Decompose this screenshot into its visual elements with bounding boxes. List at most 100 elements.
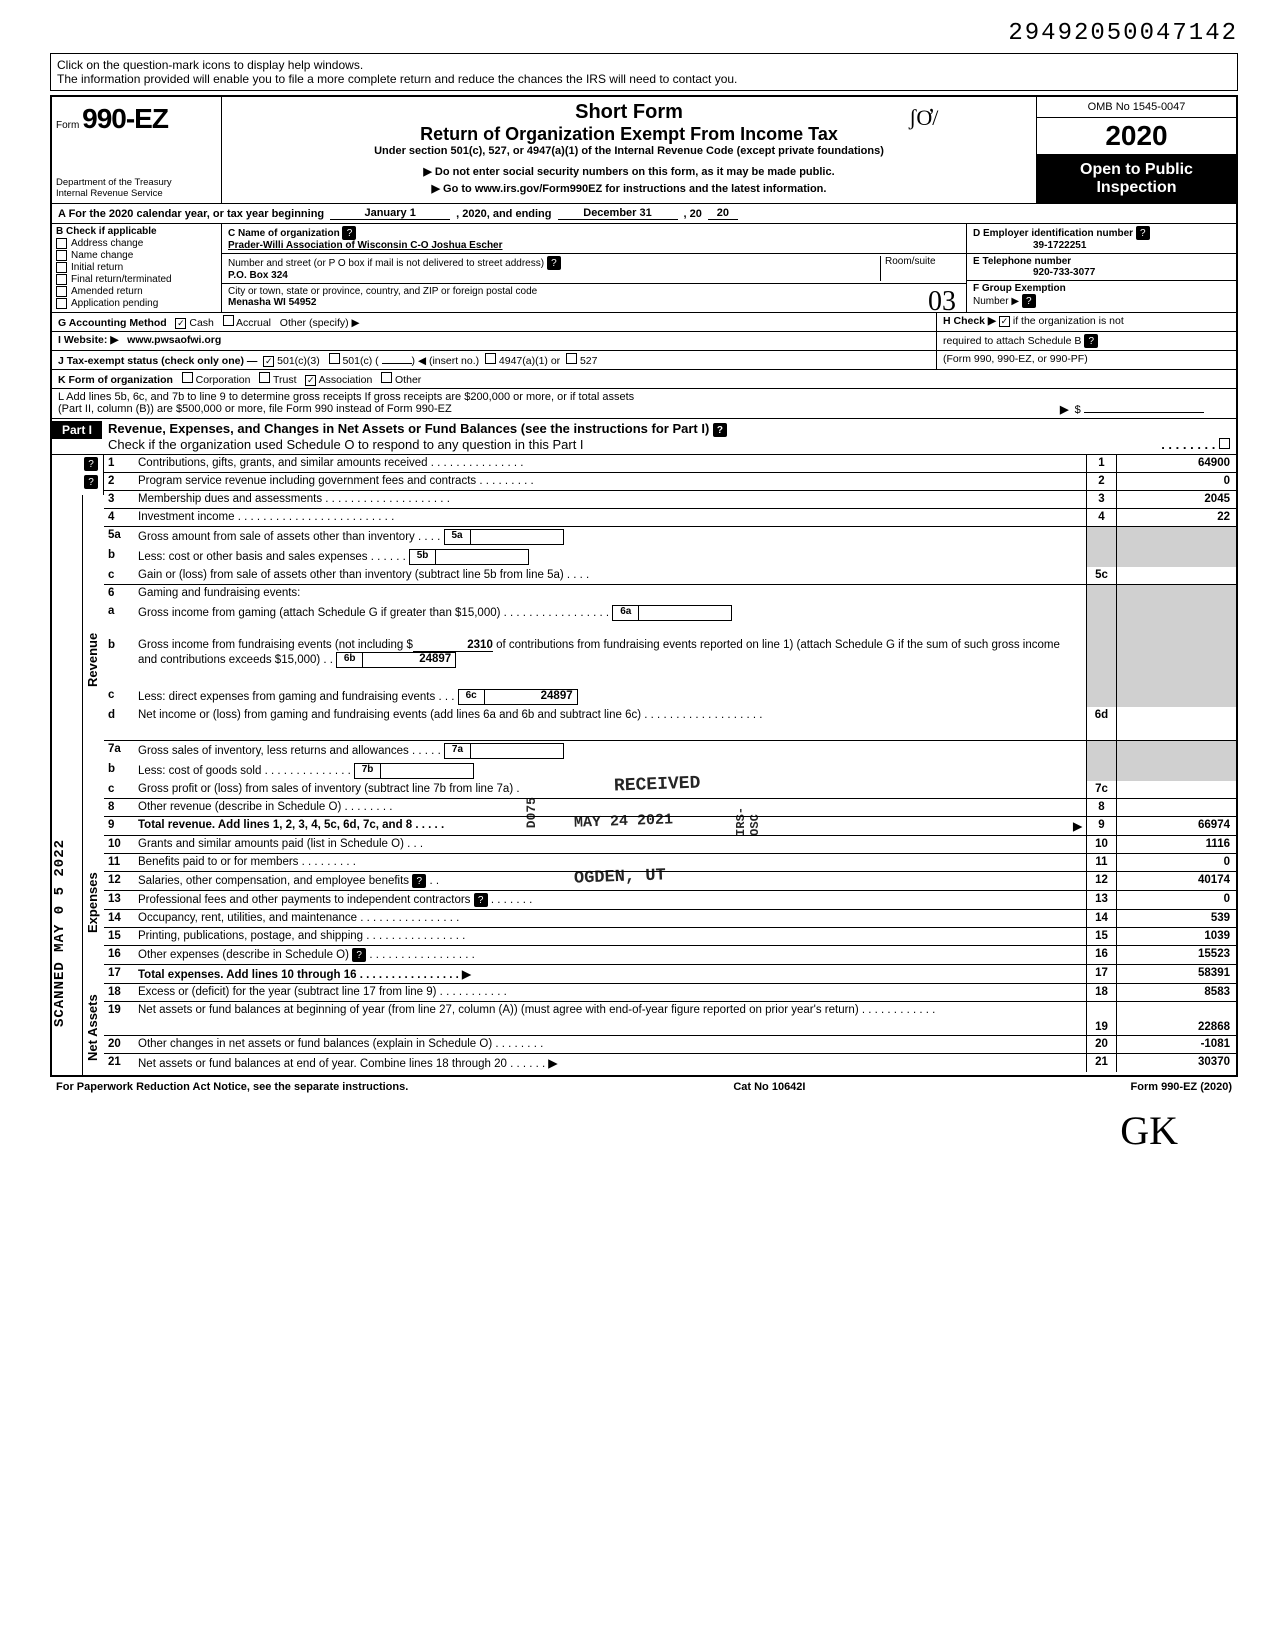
ln-14-val[interactable]: 539: [1116, 910, 1236, 927]
chk-527[interactable]: [566, 353, 577, 364]
room-label: Room/suite: [885, 256, 936, 267]
ln-17-val[interactable]: 58391: [1116, 965, 1236, 983]
line-a-suffix: , 20: [684, 208, 702, 220]
ln-7b-mid[interactable]: [381, 764, 473, 778]
chk-name-change[interactable]: [56, 250, 67, 261]
ln-6b-mid[interactable]: 24897: [363, 653, 455, 667]
help-icon[interactable]: ?: [1084, 334, 1098, 348]
ln-6b-contrib[interactable]: 2310: [413, 639, 493, 652]
ln-7a-num: 7a: [104, 741, 134, 761]
help-bar: Click on the question-mark icons to disp…: [50, 53, 1238, 91]
ln-2-val[interactable]: 0: [1116, 473, 1236, 490]
help-icon[interactable]: ?: [84, 457, 98, 471]
b-item-2: Initial return: [71, 262, 123, 273]
chk-amended[interactable]: [56, 286, 67, 297]
chk-part1-scho[interactable]: [1219, 438, 1230, 449]
phone-value[interactable]: 920-733-3077: [973, 267, 1095, 278]
chk-app-pending[interactable]: [56, 298, 67, 309]
ln-5b-desc: Less: cost or other basis and sales expe…: [134, 547, 1086, 567]
ln-9-desc: Total revenue. Add lines 1, 2, 3, 4, 5c,…: [134, 817, 1086, 835]
help-icon[interactable]: ?: [474, 893, 488, 907]
ln-16-num: 16: [104, 946, 134, 964]
chk-final-return[interactable]: [56, 274, 67, 285]
ln-7a-mid[interactable]: [471, 744, 563, 758]
chk-501c[interactable]: [329, 353, 340, 364]
help-icon[interactable]: ?: [412, 874, 426, 888]
website-value[interactable]: www.pwsaofwi.org: [127, 334, 221, 346]
ln-3-val[interactable]: 2045: [1116, 491, 1236, 508]
ln-18-val[interactable]: 8583: [1116, 984, 1236, 1001]
help-icon[interactable]: ?: [1136, 226, 1150, 240]
help-icon[interactable]: ?: [352, 948, 366, 962]
col-b-checks: B Check if applicable Address change Nam…: [52, 224, 222, 312]
ln-3-desc: Membership dues and assessments . . . . …: [134, 491, 1086, 508]
ln-6d-desc: Net income or (loss) from gaming and fun…: [134, 707, 1086, 740]
ein-value[interactable]: 39-1722251: [973, 240, 1086, 251]
l-amount[interactable]: [1084, 412, 1204, 413]
chk-trust[interactable]: [259, 372, 270, 383]
ln-1-num: 1: [104, 455, 134, 472]
chk-501c3[interactable]: ✓: [263, 356, 274, 367]
chk-address-change[interactable]: [56, 238, 67, 249]
g-other: Other (specify) ▶: [280, 317, 360, 329]
line-i: I Website: ▶ www.pwsaofwi.org required t…: [52, 332, 1236, 351]
street-value[interactable]: P.O. Box 324: [228, 270, 288, 281]
city-value[interactable]: Menasha WI 54952: [228, 297, 316, 308]
chk-h[interactable]: ✓: [999, 316, 1010, 327]
ln-15-desc: Printing, publications, postage, and shi…: [134, 928, 1086, 945]
open-to-public: Open to Public Inspection: [1037, 155, 1236, 203]
ln-21-num: 21: [104, 1054, 134, 1072]
ln-6d-val[interactable]: [1116, 707, 1236, 740]
ln-5c-val[interactable]: [1116, 567, 1236, 584]
help-icon[interactable]: ?: [84, 475, 98, 489]
ln-1-val[interactable]: 64900: [1116, 455, 1236, 472]
line-l: L Add lines 5b, 6c, and 7b to line 9 to …: [52, 389, 1236, 419]
help-icon[interactable]: ?: [1022, 294, 1036, 308]
ln-21-val[interactable]: 30370: [1116, 1054, 1236, 1072]
ln-6c-mid[interactable]: 24897: [485, 690, 577, 704]
help-icon[interactable]: ?: [342, 226, 356, 240]
ln-17-desc: Total expenses. Add lines 10 through 16 …: [134, 965, 1086, 983]
line-a-end[interactable]: December 31: [558, 207, 678, 220]
ln-16-rn: 16: [1086, 946, 1116, 964]
ln-5a-mid[interactable]: [471, 530, 563, 544]
open-l2: Inspection: [1041, 179, 1232, 197]
chk-cash[interactable]: ✓: [175, 318, 186, 329]
ln-19-val[interactable]: 22868: [1116, 1002, 1236, 1035]
ln-8-val[interactable]: [1116, 799, 1236, 816]
chk-corp[interactable]: [182, 372, 193, 383]
dollar-sign: $: [1075, 404, 1081, 416]
ln-8-desc: Other revenue (describe in Schedule O) .…: [134, 799, 1086, 816]
ln-4-val[interactable]: 22: [1116, 509, 1236, 526]
ln-5b-mid[interactable]: [436, 550, 528, 564]
help-icon[interactable]: ?: [713, 423, 727, 437]
help-icon[interactable]: ?: [547, 256, 561, 270]
chk-4947[interactable]: [485, 353, 496, 364]
chk-other[interactable]: [381, 372, 392, 383]
ln-2-num: 2: [104, 473, 134, 490]
ln-11-val[interactable]: 0: [1116, 854, 1236, 871]
ln-7c-val[interactable]: [1116, 781, 1236, 798]
org-name[interactable]: Prader-Willi Association of Wisconsin C-…: [228, 240, 503, 251]
chk-assoc[interactable]: ✓: [305, 375, 316, 386]
h-text2: if the organization is not: [1013, 315, 1124, 327]
chk-initial-return[interactable]: [56, 262, 67, 273]
part1-tag: Part I: [52, 421, 102, 439]
ln-4-rn: 4: [1086, 509, 1116, 526]
ln-13-val[interactable]: 0: [1116, 891, 1236, 909]
line-a-begin[interactable]: January 1: [330, 207, 450, 220]
line-a-yy[interactable]: 20: [708, 207, 738, 220]
col-c-name: C Name of organization ? Prader-Willi As…: [222, 224, 966, 312]
page-footer: For Paperwork Reduction Act Notice, see …: [50, 1077, 1238, 1097]
ln-16-val[interactable]: 15523: [1116, 946, 1236, 964]
ln-15-val[interactable]: 1039: [1116, 928, 1236, 945]
ln-7c-desc: Gross profit or (loss) from sales of inv…: [134, 781, 1086, 798]
ln-12-val[interactable]: 40174: [1116, 872, 1236, 890]
chk-accrual[interactable]: [223, 315, 234, 326]
ln-9-val[interactable]: 66974: [1116, 817, 1236, 835]
ln-11-rn: 11: [1086, 854, 1116, 871]
ln-20-val[interactable]: -1081: [1116, 1036, 1236, 1053]
ln-2-rn: 2: [1086, 473, 1116, 490]
ln-6a-mid[interactable]: [639, 606, 731, 620]
ln-10-val[interactable]: 1116: [1116, 836, 1236, 853]
